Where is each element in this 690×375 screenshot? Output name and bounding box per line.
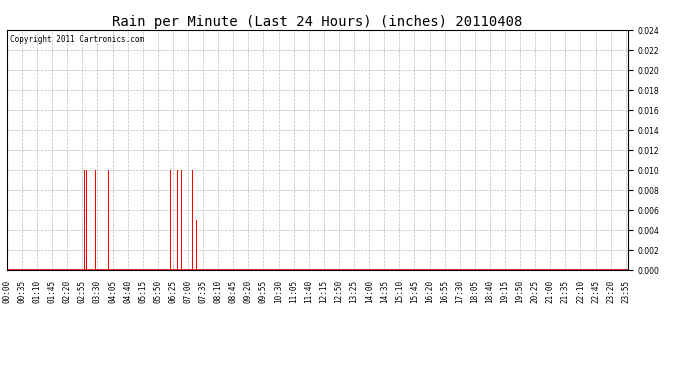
Text: Copyright 2011 Cartronics.com: Copyright 2011 Cartronics.com [10, 35, 144, 44]
Title: Rain per Minute (Last 24 Hours) (inches) 20110408: Rain per Minute (Last 24 Hours) (inches)… [112, 15, 522, 29]
